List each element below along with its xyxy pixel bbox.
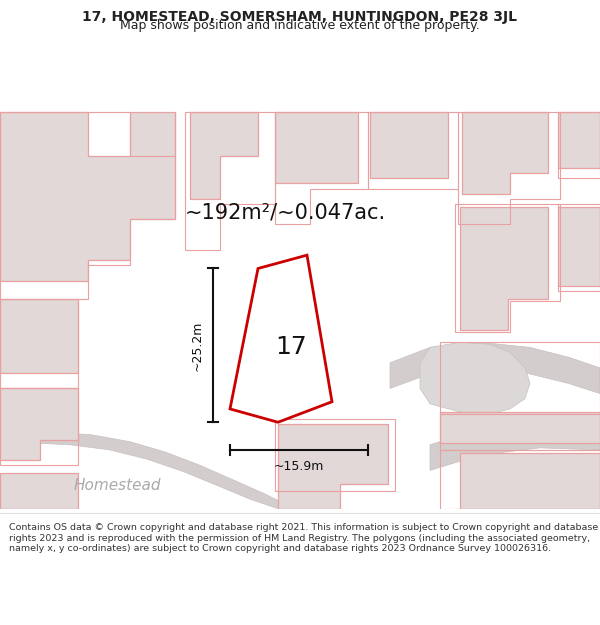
Polygon shape <box>390 342 600 394</box>
Polygon shape <box>460 207 548 330</box>
Text: 17: 17 <box>275 336 307 359</box>
Text: ~25.2m: ~25.2m <box>191 320 203 371</box>
Polygon shape <box>420 342 530 414</box>
Polygon shape <box>0 474 78 509</box>
Polygon shape <box>440 412 600 442</box>
Polygon shape <box>462 112 548 194</box>
Text: ~15.9m: ~15.9m <box>274 460 324 473</box>
Text: 17, HOMESTEAD, SOMERSHAM, HUNTINGDON, PE28 3JL: 17, HOMESTEAD, SOMERSHAM, HUNTINGDON, PE… <box>83 10 517 24</box>
Polygon shape <box>370 112 448 178</box>
Polygon shape <box>0 432 310 509</box>
Polygon shape <box>0 299 78 373</box>
Polygon shape <box>558 112 600 168</box>
Polygon shape <box>275 112 358 183</box>
Polygon shape <box>460 453 600 509</box>
Text: Map shows position and indicative extent of the property.: Map shows position and indicative extent… <box>120 19 480 31</box>
Text: Contains OS data © Crown copyright and database right 2021. This information is : Contains OS data © Crown copyright and d… <box>9 523 598 553</box>
Polygon shape <box>0 112 175 281</box>
Text: ~192m²/~0.047ac.: ~192m²/~0.047ac. <box>184 202 386 222</box>
Polygon shape <box>558 207 600 286</box>
Polygon shape <box>0 388 78 460</box>
Polygon shape <box>230 255 332 422</box>
Polygon shape <box>190 112 258 199</box>
Text: Homestead: Homestead <box>73 478 161 493</box>
Polygon shape <box>278 424 388 509</box>
Polygon shape <box>430 422 600 471</box>
